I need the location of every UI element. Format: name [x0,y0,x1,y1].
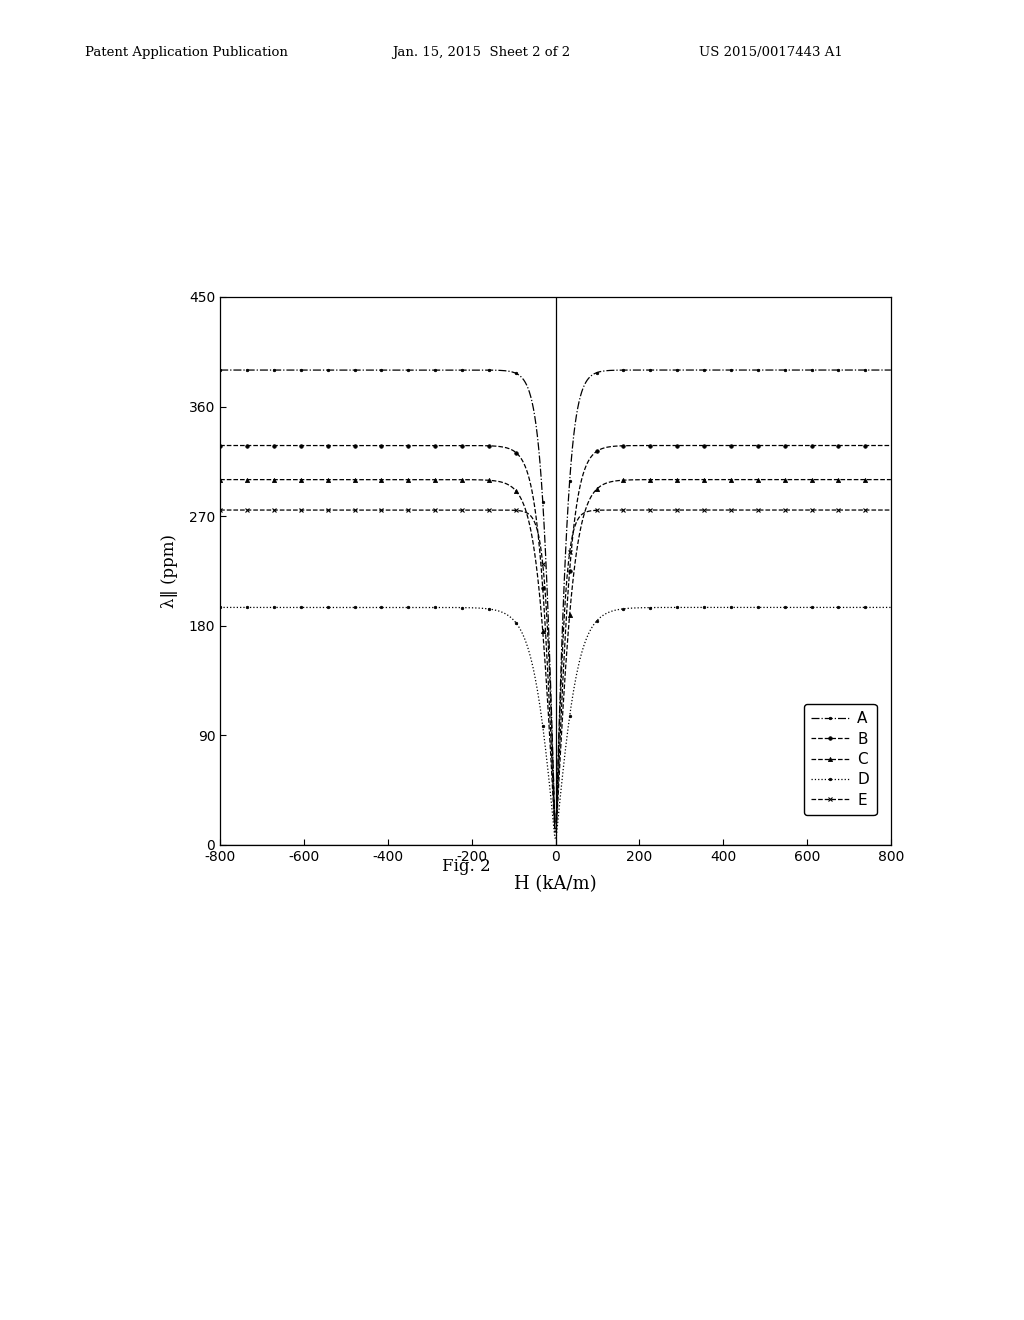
Text: Fig. 2: Fig. 2 [441,858,490,875]
Legend: A, B, C, D, E: A, B, C, D, E [804,704,877,816]
X-axis label: H (kA/m): H (kA/m) [514,875,597,892]
Text: Patent Application Publication: Patent Application Publication [85,46,288,59]
Text: US 2015/0017443 A1: US 2015/0017443 A1 [699,46,843,59]
Text: Jan. 15, 2015  Sheet 2 of 2: Jan. 15, 2015 Sheet 2 of 2 [392,46,570,59]
Y-axis label: λ‖ (ppm): λ‖ (ppm) [161,533,178,609]
